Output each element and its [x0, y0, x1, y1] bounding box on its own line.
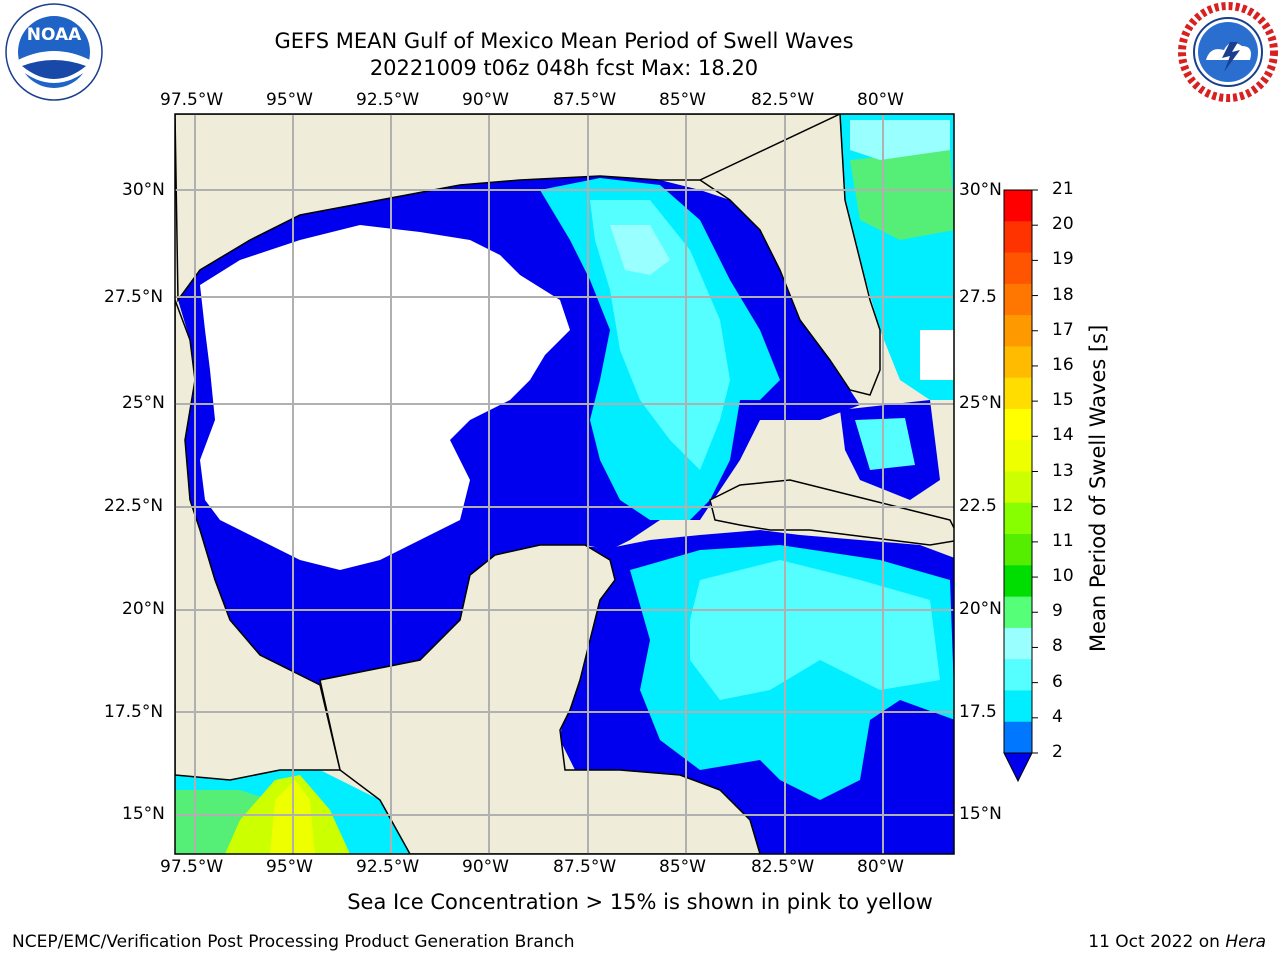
colorbar-label: 11: [1052, 530, 1074, 551]
florida-peninsula: [699, 114, 881, 396]
colorbar-label: 8: [1052, 636, 1063, 657]
chart-title: GEFS MEAN Gulf of Mexico Mean Period of …: [274, 29, 854, 53]
footer-credit: NCEP/EMC/Verification Post Processing Pr…: [12, 932, 575, 952]
colorbar-bin: [1004, 690, 1032, 723]
lon-tick-bottom-7: 82.5°W: [751, 857, 815, 877]
lon-tick-top-8: 80°W: [857, 90, 904, 110]
atlantic-green: [850, 150, 954, 240]
colorbar-label: 14: [1052, 425, 1074, 446]
lat-tick-right-6: 17.5: [959, 702, 997, 722]
colorbar-label: 20: [1052, 214, 1074, 235]
lat-tick-left-5: 20°N: [122, 599, 165, 619]
colorbar-label: 18: [1052, 284, 1074, 305]
chart-subtitle: 20221009 t06z 048h fcst Max: 18.20: [369, 56, 759, 80]
lat-tick-right-1: 30°N: [959, 180, 1002, 200]
colorbar-bin: [1004, 315, 1032, 347]
lon-tick-bottom-5: 87.5°W: [553, 857, 617, 877]
yucatan-peninsula: [319, 544, 761, 854]
lat-tick-left-6: 17.5°N: [104, 702, 164, 722]
florida-straits-cyan: [855, 418, 915, 470]
colorbar-bin: [1004, 408, 1032, 441]
colorbar-bin: [1004, 221, 1032, 254]
lon-tick-top-6: 85°W: [659, 90, 706, 110]
colorbar-bin: [1004, 252, 1032, 285]
colorbar-label: 4: [1052, 706, 1063, 727]
footer-date-text: 11 Oct 2022 on: [1088, 932, 1226, 952]
lon-tick-top-4: 90°W: [462, 90, 509, 110]
colorbar-label: 10: [1052, 566, 1074, 587]
lon-tick-top-7: 82.5°W: [751, 90, 815, 110]
bahamas-nodata: [920, 330, 954, 380]
colorbar-label: 21: [1052, 179, 1074, 199]
lat-tick-right-7: 15°N: [959, 804, 1002, 824]
lat-tick-right-4: 22.5: [959, 496, 997, 516]
colorbar-bin: [1004, 471, 1032, 504]
lat-tick-left-7: 15°N: [122, 804, 165, 824]
lon-tick-bottom-4: 90°W: [462, 857, 509, 877]
colorbar-bin: [1004, 346, 1032, 379]
colorbar-bin: [1004, 627, 1032, 660]
lat-tick-left-1: 30°N: [122, 180, 165, 200]
noaa-logo-text: NOAA: [27, 25, 82, 45]
colorbar-bin: [1004, 283, 1032, 316]
colorbar-label: 6: [1052, 671, 1063, 692]
lon-tick-top-2: 95°W: [266, 90, 313, 110]
lon-tick-bottom-3: 92.5°W: [356, 857, 420, 877]
lon-tick-bottom-6: 85°W: [659, 857, 706, 877]
colorbar-bin: [1004, 377, 1032, 410]
swell-band-pale: [610, 225, 670, 275]
colorbar-bin: [1004, 659, 1032, 691]
colorbar-label: 13: [1052, 460, 1074, 481]
colorbar-bin: [1004, 440, 1032, 472]
footer-host: Hera: [1225, 932, 1266, 952]
lon-tick-bottom-2: 95°W: [266, 857, 313, 877]
colorbar-bin: [1004, 596, 1032, 629]
lat-tick-right-5: 20°N: [959, 599, 1002, 619]
colorbar-bin: [1004, 721, 1032, 754]
caribbean-light: [690, 560, 940, 700]
colorbar-label: 9: [1052, 601, 1063, 622]
nws-logo: [1178, 2, 1278, 106]
lat-tick-left-3: 25°N: [122, 393, 165, 413]
lat-tick-left-2: 27.5°N: [104, 287, 164, 307]
colorbar-title: Mean Period of Swell Waves [s]: [1086, 324, 1110, 652]
lon-tick-top-1: 97.5°W: [160, 90, 224, 110]
footer-date: 11 Oct 2022 on Hera: [1088, 932, 1266, 952]
lon-tick-bottom-8: 80°W: [857, 857, 904, 877]
colorbar-bin: [1004, 502, 1032, 535]
colorbar-bin: [1004, 565, 1032, 598]
lon-tick-top-5: 87.5°W: [553, 90, 617, 110]
map-frame: [174, 113, 955, 855]
colorbar-label: 2: [1052, 742, 1063, 762]
lon-tick-top-3: 92.5°W: [356, 90, 420, 110]
cuba: [709, 479, 954, 546]
lon-tick-bottom-1: 97.5°W: [160, 857, 224, 877]
colorbar-label: 15: [1052, 390, 1074, 411]
colorbar-label: 19: [1052, 249, 1074, 270]
noaa-logo: NOAA: [4, 2, 104, 106]
atlantic-lightgreen: [850, 120, 950, 160]
lat-tick-right-2: 27.5: [959, 287, 997, 307]
mexico-land: [175, 299, 341, 781]
colorbar-extend-arrow: [1003, 752, 1033, 783]
colorbar-bin: [1004, 534, 1032, 566]
graticule: [175, 114, 954, 854]
sea-ice-note: Sea Ice Concentration > 15% is shown in …: [347, 890, 933, 914]
colorbar-label: 17: [1052, 319, 1074, 340]
colorbar: [1003, 189, 1038, 783]
colorbar-bin: [1004, 190, 1032, 222]
colorbar-label: 16: [1052, 354, 1074, 375]
colorbar-label: 12: [1052, 495, 1074, 516]
lat-tick-right-3: 25°N: [959, 393, 1002, 413]
lat-tick-left-4: 22.5°N: [104, 496, 164, 516]
